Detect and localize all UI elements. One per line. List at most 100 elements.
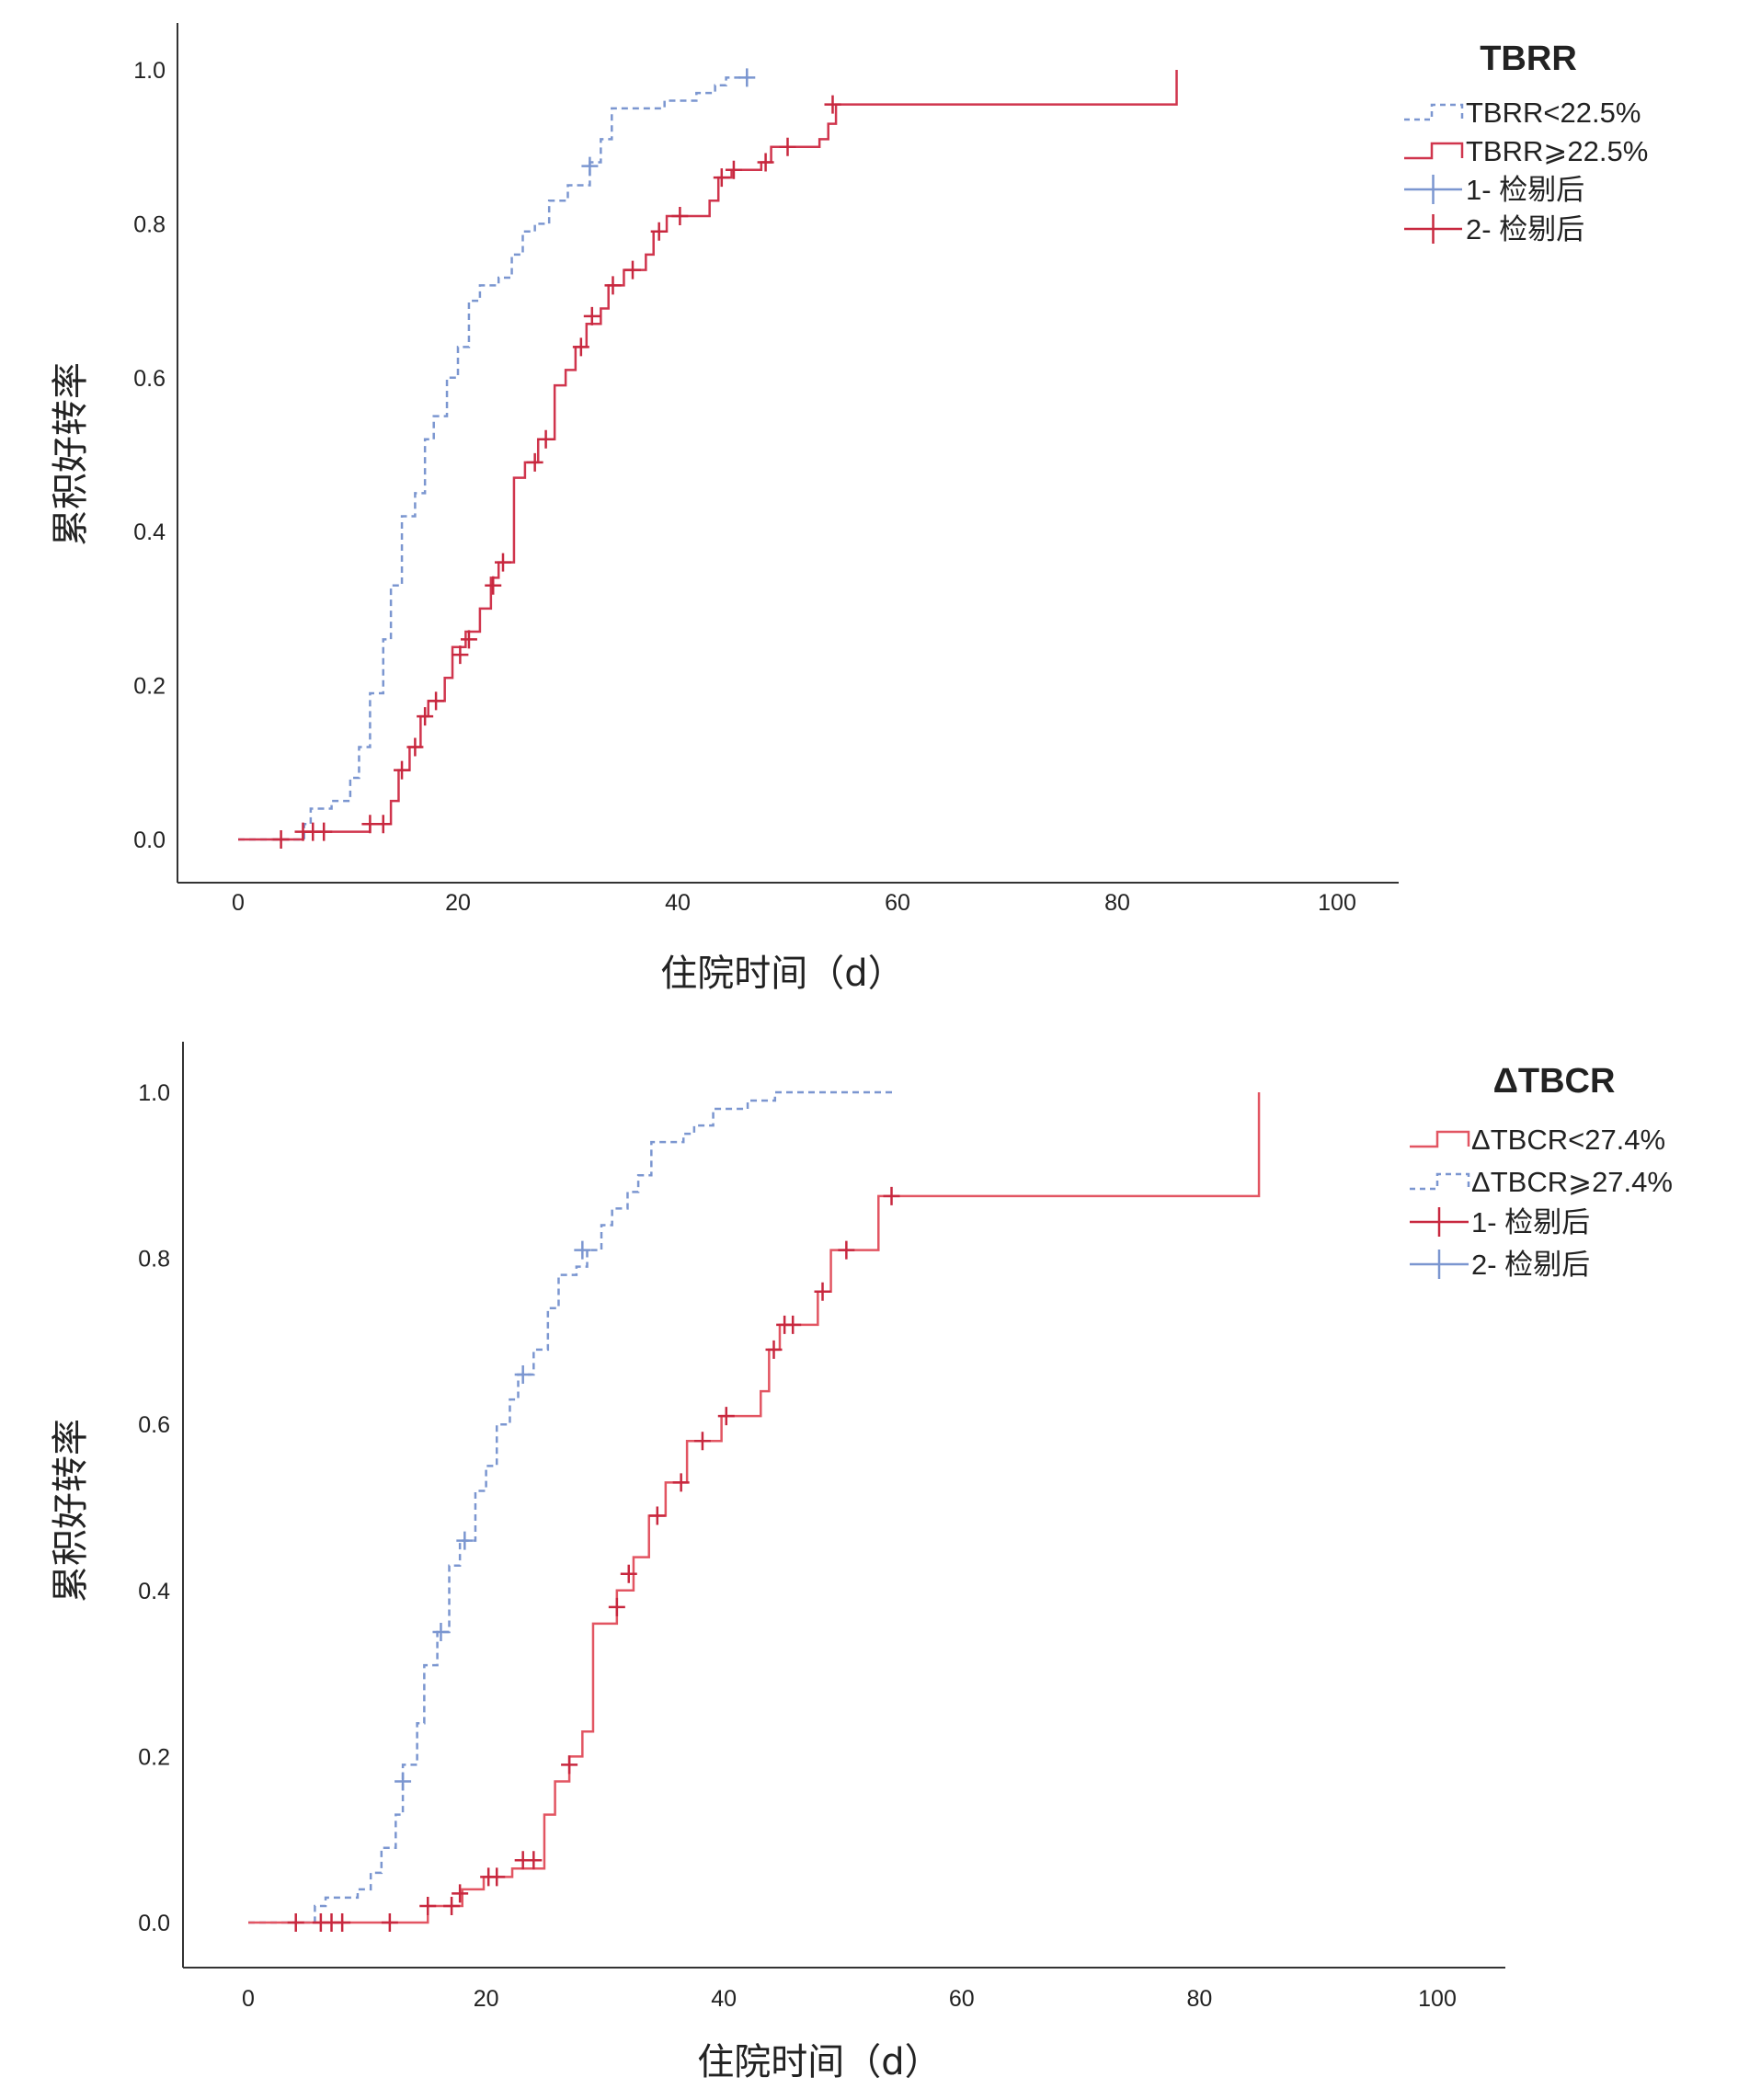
legend-line-icon xyxy=(1410,1172,1470,1191)
censor-mark xyxy=(514,1365,532,1385)
km-curve-red xyxy=(248,1092,1261,1924)
x-axis-label: 住院时间（d） xyxy=(660,953,904,995)
censor-mark xyxy=(428,691,445,711)
censor-mark xyxy=(394,760,411,780)
censor-mark xyxy=(814,1282,831,1301)
censor-mark xyxy=(620,1564,637,1583)
legend-label: ΔTBCR⩾27.4% xyxy=(1471,1166,1673,1198)
legend-label: TBRR<22.5% xyxy=(1466,97,1641,129)
x-tick-label: 100 xyxy=(1318,890,1356,916)
censor-mark xyxy=(537,429,555,449)
censor-mark xyxy=(608,1597,625,1616)
censor-mark xyxy=(443,1896,461,1915)
censor-mark xyxy=(604,276,622,295)
censor-mark xyxy=(488,1867,506,1887)
chart-dtbcr: ΔTBCR 住院时间（d） 累积好转率 0 20 40 60 80 100 0.0 0.2 0.… xyxy=(50,1042,1673,2083)
x-tick-label: 0 xyxy=(242,1986,255,2012)
censor-mark xyxy=(417,707,434,726)
x-tick-label: 40 xyxy=(665,890,691,916)
chart-tbrr: TBRR 住院时间（d） 累积好转率 0 20 40 60 80 100 0.0 0.2 0.4… xyxy=(50,23,1648,995)
censor-mark xyxy=(432,1622,450,1641)
censor-mark xyxy=(672,1473,690,1492)
y-tick-label: 0.6 xyxy=(138,1412,170,1438)
censor-mark xyxy=(406,737,424,757)
censor-mark xyxy=(494,553,511,572)
censor-mark xyxy=(583,306,600,325)
x-tick-label: 0 xyxy=(232,890,245,916)
x-axis-label: 住院时间（d） xyxy=(697,2041,941,2083)
censor-mark xyxy=(485,576,502,595)
y-tick-label: 0.4 xyxy=(133,519,166,545)
legend-label: 1- 检剔后 xyxy=(1471,1206,1590,1238)
censor-mark xyxy=(452,1884,469,1903)
legend-title: ΔTBCR xyxy=(1493,1062,1616,1101)
censor-mark xyxy=(581,156,599,176)
x-tick-label: 20 xyxy=(445,890,471,916)
km-curve-blue xyxy=(248,1090,893,1924)
x-tick-label: 60 xyxy=(885,890,910,916)
legend-label: ΔTBCR<27.4% xyxy=(1471,1124,1665,1156)
legend-label: 2- 检剔后 xyxy=(1466,213,1584,245)
y-axis-label: 累积好转率 xyxy=(50,362,92,546)
x-tick-label: 100 xyxy=(1418,1986,1457,2012)
legend-line-icon xyxy=(1404,142,1464,160)
censor-mark xyxy=(838,1240,855,1260)
censor-mark xyxy=(713,168,730,188)
censor-mark xyxy=(725,160,742,179)
legend-label: 1- 检剔后 xyxy=(1466,174,1584,206)
censor-mark xyxy=(456,1531,474,1550)
censor-mark xyxy=(334,1913,351,1932)
censor-mark xyxy=(561,1755,578,1775)
y-tick-label: 0.8 xyxy=(138,1247,170,1273)
censor-mark xyxy=(624,260,642,280)
y-tick-label: 1.0 xyxy=(138,1080,170,1106)
km-curve-blue xyxy=(238,76,748,841)
legend-line-icon xyxy=(1404,103,1464,121)
censor-mark xyxy=(779,137,796,156)
censor-mark xyxy=(671,207,689,226)
censor-mark xyxy=(693,1432,711,1451)
x-tick-label: 60 xyxy=(949,1986,975,2012)
censor-mark xyxy=(419,1896,437,1915)
censor-mark xyxy=(883,1186,900,1205)
censor-mark xyxy=(648,1506,666,1525)
legend-label: TBRR⩾22.5% xyxy=(1466,135,1648,167)
censor-mark xyxy=(765,1340,783,1359)
censor-mark xyxy=(287,1913,304,1932)
censor-mark xyxy=(394,1772,412,1791)
y-tick-label: 0.6 xyxy=(133,366,166,392)
x-tick-label: 40 xyxy=(711,1986,737,2012)
y-tick-label: 1.0 xyxy=(133,58,166,84)
y-tick-label: 0.0 xyxy=(133,827,166,853)
legend-title: TBRR xyxy=(1480,40,1577,78)
y-tick-label: 0.2 xyxy=(138,1744,170,1770)
censor-mark xyxy=(738,68,756,87)
censor-mark xyxy=(824,95,841,114)
censor-mark xyxy=(526,452,543,472)
censor-mark xyxy=(381,1913,398,1932)
censor-mark xyxy=(574,1240,591,1260)
y-tick-label: 0.2 xyxy=(133,674,166,700)
legend-label: 2- 检剔后 xyxy=(1471,1249,1590,1281)
censor-mark xyxy=(525,1851,543,1870)
censor-mark xyxy=(784,1315,802,1334)
censor-mark xyxy=(757,153,774,172)
censor-mark xyxy=(572,337,589,357)
censor-mark xyxy=(717,1407,735,1426)
x-tick-label: 20 xyxy=(474,1986,499,2012)
censor-mark xyxy=(272,830,290,849)
censor-mark xyxy=(315,822,333,841)
legend-line-icon xyxy=(1410,1130,1470,1148)
x-tick-label: 80 xyxy=(1186,1986,1212,2012)
y-tick-label: 0.0 xyxy=(138,1911,170,1936)
censor-mark xyxy=(374,815,392,834)
km-curve-red xyxy=(238,70,1178,841)
x-tick-label: 80 xyxy=(1104,890,1130,916)
y-tick-label: 0.4 xyxy=(138,1579,170,1604)
censor-mark xyxy=(452,645,469,665)
y-tick-label: 0.8 xyxy=(133,211,166,237)
censor-mark xyxy=(650,222,668,241)
censor-mark xyxy=(460,630,477,649)
y-axis-label: 累积好转率 xyxy=(50,1419,92,1603)
